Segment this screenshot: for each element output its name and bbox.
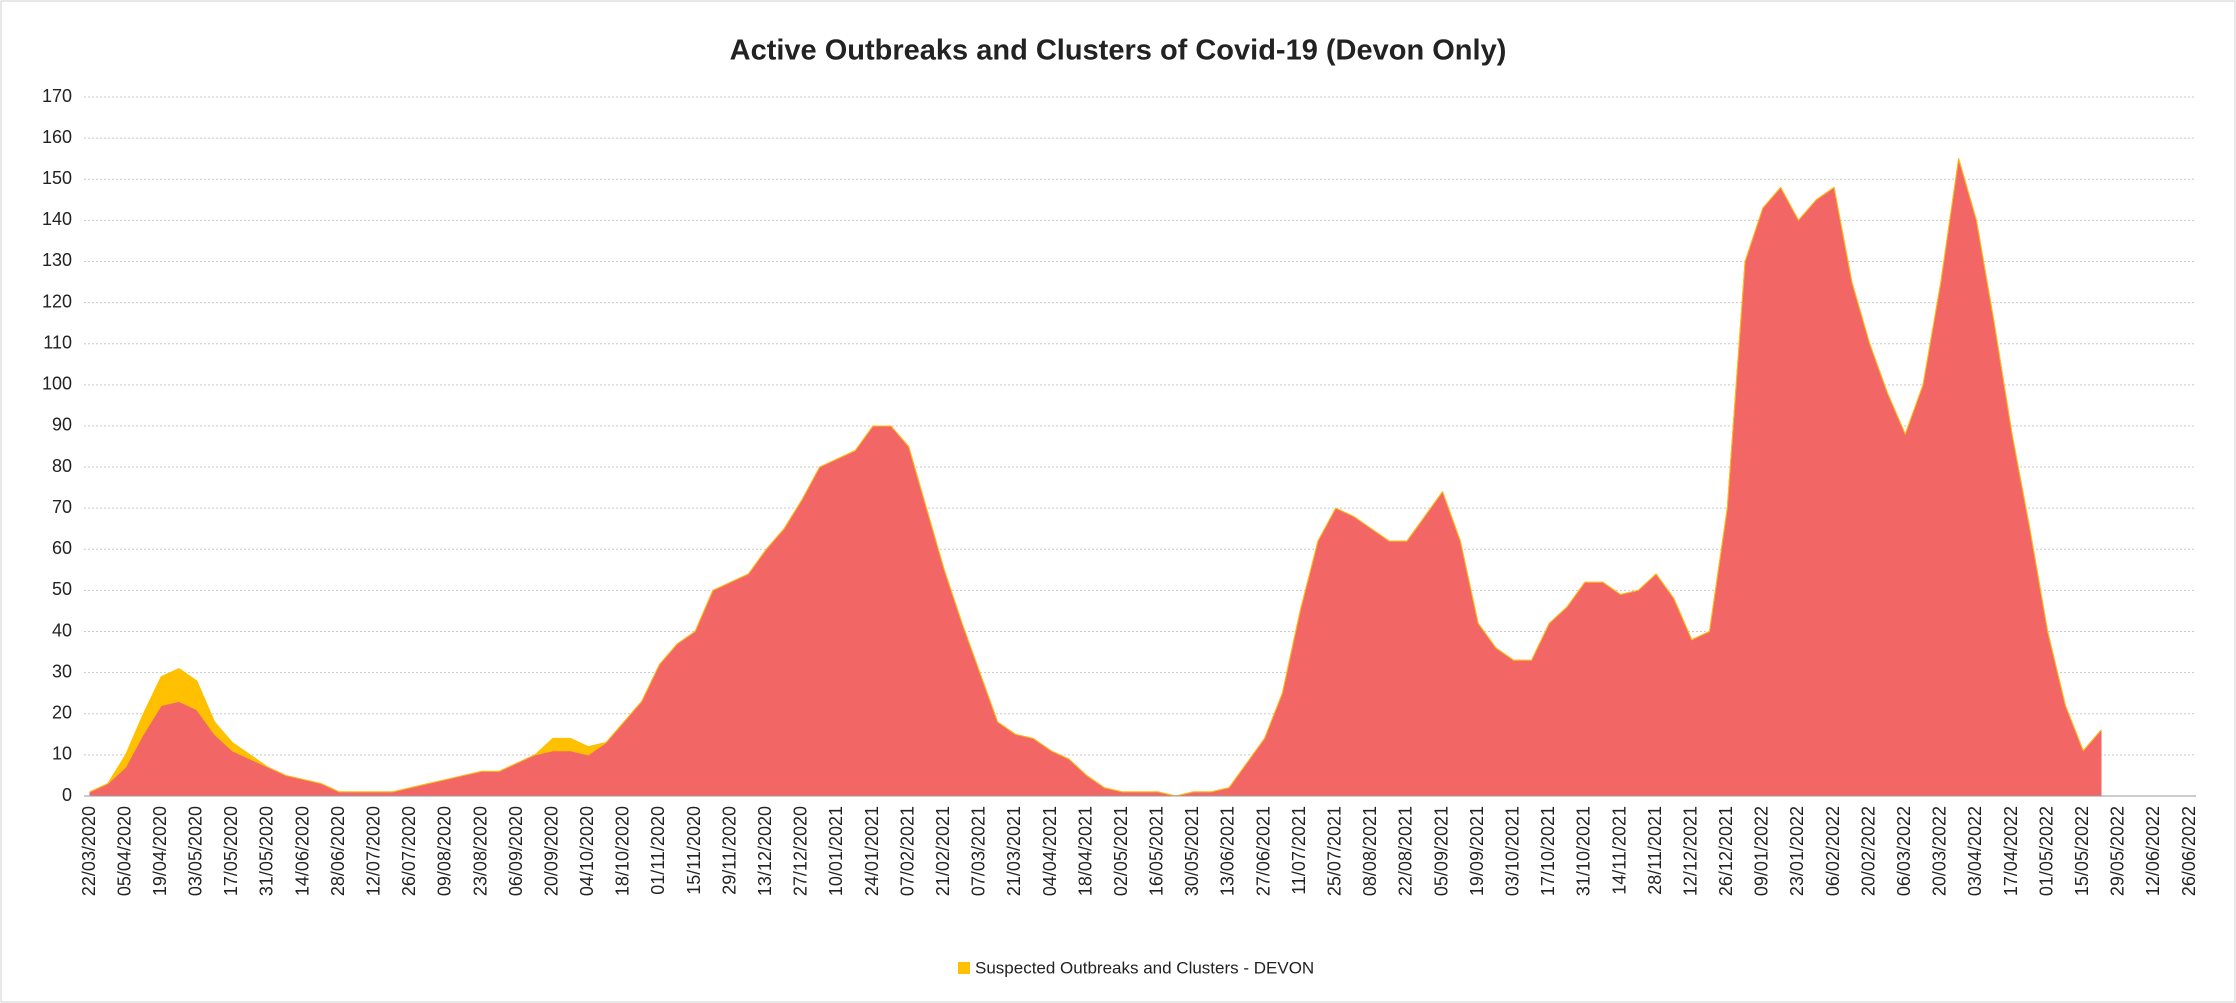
x-tick-label: 15/05/2022 [2072,806,2092,896]
x-tick-label: 09/01/2022 [1752,806,1772,896]
x-tick-label: 06/03/2022 [1894,806,1914,896]
y-tick-label: 160 [42,127,72,147]
x-tick-label: 01/11/2020 [648,806,668,895]
y-tick-label: 140 [42,209,72,229]
x-tick-label: 31/05/2020 [257,806,277,896]
x-tick-label: 04/04/2021 [1040,806,1060,896]
y-tick-label: 130 [42,250,72,270]
x-tick-label: 22/03/2020 [79,806,99,896]
y-tick-label: 40 [52,620,72,640]
x-tick-label: 13/06/2021 [1218,806,1238,896]
x-tick-label: 08/08/2021 [1360,806,1380,896]
x-tick-label: 28/11/2021 [1645,806,1665,895]
x-tick-label: 20/09/2020 [541,806,561,896]
x-tick-label: 19/09/2021 [1467,806,1487,896]
x-tick-label: 16/05/2021 [1147,806,1167,896]
legend-label: Suspected Outbreaks and Clusters - DEVON [975,958,1314,977]
x-tick-label: 17/04/2022 [2001,806,2021,896]
y-tick-label: 150 [42,168,72,188]
x-tick-label: 24/01/2021 [862,806,882,896]
x-tick-label: 20/02/2022 [1858,806,1878,896]
y-tick-label: 10 [52,744,72,764]
x-tick-label: 02/05/2021 [1111,806,1131,896]
x-tick-label: 26/12/2021 [1716,806,1736,896]
x-tick-label: 29/11/2020 [719,806,739,895]
x-tick-label: 18/04/2021 [1075,806,1095,896]
x-tick-label: 30/05/2021 [1182,806,1202,896]
x-tick-label: 21/03/2021 [1004,806,1024,896]
y-tick-label: 50 [52,579,72,599]
x-tick-label: 05/09/2021 [1431,806,1451,896]
x-tick-label: 13/12/2020 [755,806,775,896]
x-tick-label: 17/10/2021 [1538,806,1558,896]
x-tick-label: 09/08/2020 [435,806,455,896]
x-tick-label: 23/01/2022 [1787,806,1807,896]
x-tick-label: 25/07/2021 [1325,806,1345,896]
x-tick-label: 14/06/2020 [292,806,312,896]
x-tick-label: 10/01/2021 [826,806,846,896]
x-tick-label: 03/05/2020 [186,806,206,896]
x-tick-label: 20/03/2022 [1930,806,1950,896]
legend-swatch [958,962,970,974]
area [89,158,2102,797]
x-tick-label: 05/04/2020 [114,806,134,896]
y-tick-label: 30 [52,661,72,681]
y-tick-label: 0 [62,785,72,805]
x-tick-label: 14/11/2021 [1609,806,1629,895]
x-tick-label: 27/06/2021 [1253,806,1273,896]
x-tick-label: 21/02/2021 [933,806,953,896]
x-tick-label: 12/06/2022 [2143,806,2163,896]
x-tick-label: 12/12/2021 [1680,806,1700,896]
x-tick-label: 17/05/2020 [221,806,241,896]
x-tick-label: 03/04/2022 [1965,806,1985,896]
x-tick-label: 06/02/2022 [1823,806,1843,896]
x-tick-label: 03/10/2021 [1502,806,1522,896]
y-tick-label: 120 [42,291,72,311]
y-tick-label: 110 [43,332,72,352]
x-tick-label: 07/03/2021 [969,806,989,896]
x-tick-label: 15/11/2020 [684,806,704,895]
y-tick-label: 70 [52,497,72,517]
x-tick-label: 06/09/2020 [506,806,526,896]
x-tick-label: 22/08/2021 [1396,806,1416,896]
x-tick-label: 19/04/2020 [150,806,170,896]
x-tick-label: 29/05/2022 [2108,806,2128,896]
x-tick-label: 27/12/2020 [791,806,811,896]
x-tick-label: 01/05/2022 [2036,806,2056,896]
x-tick-label: 18/10/2020 [613,806,633,896]
chart-title: Active Outbreaks and Clusters of Covid-1… [730,35,1507,67]
x-tick-label: 28/06/2020 [328,806,348,896]
y-tick-label: 60 [52,538,72,558]
x-tick-label: 11/07/2021 [1289,806,1309,895]
y-tick-label: 80 [52,456,72,476]
x-tick-label: 07/02/2021 [897,806,917,896]
y-tick-label: 20 [52,703,72,723]
y-tick-label: 90 [52,415,72,435]
x-tick-label: 31/10/2021 [1574,806,1594,896]
x-tick-label: 12/07/2020 [363,806,383,896]
x-tick-label: 26/07/2020 [399,806,419,896]
x-tick-label: 23/08/2020 [470,806,490,896]
x-tick-label: 26/06/2022 [2179,806,2199,896]
x-tick-label: 04/10/2020 [577,806,597,896]
y-tick-label: 100 [42,374,72,394]
y-tick-label: 170 [42,86,72,106]
